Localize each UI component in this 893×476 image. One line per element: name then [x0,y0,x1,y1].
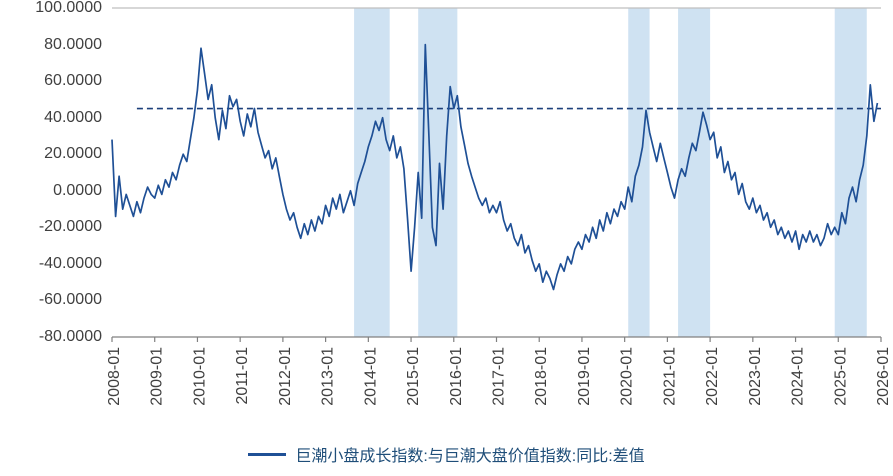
x-axis-label: 2009-01 [149,347,166,406]
y-axis-label: 40.0000 [44,108,102,126]
highlight-band [418,8,458,337]
x-axis-label: 2018-01 [533,347,550,406]
x-axis-label: 2012-01 [277,347,294,406]
x-axis-label: 2020-01 [619,347,636,406]
y-axis-label: 0.0000 [53,181,102,199]
x-axis-label: 2019-01 [576,347,593,406]
x-axis-label: 2024-01 [790,347,807,406]
y-axis-label: 20.0000 [44,145,102,163]
x-axis-label: 2025-01 [832,347,849,406]
y-axis-label: 100.0000 [35,0,102,16]
y-axis-label: 60.0000 [44,72,102,90]
x-axis-label: 2017-01 [491,347,508,406]
x-axis-label: 2013-01 [320,347,337,406]
y-axis-label: -60.0000 [38,291,102,309]
x-axis-label: 2026-01 [875,347,892,406]
legend-label: 巨潮小盘成长指数:与巨潮大盘价值指数:同比:差值 [295,448,645,465]
y-axis-label: -80.0000 [38,328,102,345]
x-axis-label: 2016-01 [448,347,465,406]
y-axis-label: 80.0000 [44,35,102,53]
legend-line-sample [248,452,287,456]
x-axis-label: 2022-01 [704,347,721,406]
legend: 巨潮小盘成长指数:与巨潮大盘价值指数:同比:差值 [0,442,893,466]
x-axis-label: 2023-01 [747,347,764,406]
x-axis-label: 2014-01 [362,347,379,406]
highlight-band [628,8,650,337]
x-axis-label: 2010-01 [191,347,208,406]
y-axis-label: -40.0000 [38,254,102,272]
x-axis-label: 2011-01 [234,347,251,405]
x-axis-label: 2008-01 [106,347,123,406]
series-line [111,43,879,291]
y-axis-label: -20.0000 [38,218,102,236]
x-axis-label: 2021-01 [661,347,678,406]
highlight-band [354,8,390,337]
x-axis-label: 2015-01 [405,347,422,406]
